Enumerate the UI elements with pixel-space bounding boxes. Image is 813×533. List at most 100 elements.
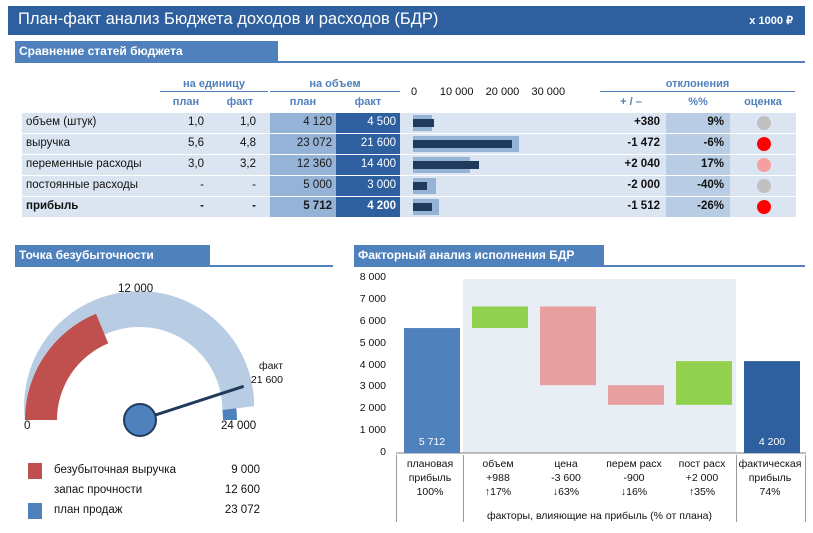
gauge-plan-arc xyxy=(222,408,237,420)
title-bar: План-факт анализ Бюджета доходов и расхо… xyxy=(8,6,805,35)
waterfall-bar xyxy=(744,361,800,453)
group-header-deviation: отклонения xyxy=(665,78,730,90)
waterfall-category-label: цена xyxy=(554,458,578,470)
score-indicator xyxy=(757,137,771,151)
score-indicator xyxy=(757,116,771,130)
waterfall-separator xyxy=(736,455,737,522)
breakeven-gauge xyxy=(24,291,255,437)
waterfall-separator xyxy=(463,455,464,522)
unit-label: х 1000 ₽ xyxy=(749,15,793,27)
group-underline xyxy=(600,91,795,92)
y-tick-label: 5 000 xyxy=(359,336,386,349)
col-header-unit-plan: план xyxy=(172,96,200,108)
cell-unit-fact: 3,2 xyxy=(240,158,256,170)
group-header-unit: на единицу xyxy=(183,78,245,90)
bar-axis-tick: 0 xyxy=(411,86,418,98)
waterfall-category-label: -3 600 xyxy=(551,472,581,484)
gauge-fact-value: 21 600 xyxy=(250,374,283,386)
cell-deviation: -1 472 xyxy=(627,137,660,149)
cell-volume-fact: 14 400 xyxy=(336,155,400,175)
y-tick-label: 2 000 xyxy=(359,402,386,415)
waterfall-bar xyxy=(472,306,528,329)
legend-label: запас прочности xyxy=(54,484,143,496)
cell-volume-plan: 5 712 xyxy=(270,197,336,217)
col-header-vol-plan: план xyxy=(289,96,317,108)
waterfall-category-label: 100% xyxy=(416,486,444,498)
waterfall-category-label: +988 xyxy=(486,472,510,484)
cell-unit-plan: - xyxy=(200,200,204,212)
table-row: переменные расходы 3,0 3,2 12 360 14 400 +2 0… xyxy=(22,155,796,175)
bar-axis-tick: 10 000 xyxy=(439,86,474,98)
waterfall-category-label: ↓16% xyxy=(620,486,648,498)
score-indicator xyxy=(757,179,771,193)
cell-volume-fact: 4 500 xyxy=(336,113,400,133)
bar-fact xyxy=(413,140,512,148)
waterfall-category-label: перем расх xyxy=(606,458,662,470)
cell-volume-plan: 23 072 xyxy=(270,134,336,154)
cell-deviation-pct: -40% xyxy=(666,176,730,196)
legend-label: план продаж xyxy=(54,504,123,516)
bar-fact xyxy=(413,161,479,169)
bar-fact xyxy=(413,182,427,190)
cell-volume-fact: 3 000 xyxy=(336,176,400,196)
cell-unit-plan: 5,6 xyxy=(188,137,204,149)
cell-volume-fact: 21 600 xyxy=(336,134,400,154)
score-indicator xyxy=(757,200,771,214)
page-title: План-факт анализ Бюджета доходов и расхо… xyxy=(18,10,439,28)
cell-volume-fact: 4 200 xyxy=(336,197,400,217)
factor-footer-caption: факторы, влияющие на прибыль (% от плана… xyxy=(487,510,712,522)
budget-section-header: Сравнение статей бюджета xyxy=(15,41,278,62)
cell-unit-fact: 1,0 xyxy=(240,116,256,128)
legend-label: безубыточная выручка xyxy=(54,464,176,476)
legend-swatch xyxy=(28,463,42,479)
breakeven-section-header: Точка безубыточности xyxy=(15,245,210,266)
score-indicator xyxy=(757,158,771,172)
legend-value: 12 600 xyxy=(224,484,260,496)
table-row: постоянные расходы - - 5 000 3 000 -2 000 -40% xyxy=(22,176,796,196)
gauge-needle xyxy=(139,384,245,422)
cell-unit-fact: - xyxy=(252,200,256,212)
y-tick-label: 7 000 xyxy=(359,292,386,305)
group-underline xyxy=(160,91,268,92)
table-row: объем (штук) 1,0 1,0 4 120 4 500 +380 9% xyxy=(22,113,796,133)
cell-unit-plan: 3,0 xyxy=(188,158,204,170)
waterfall-category-label: ↑35% xyxy=(688,486,716,498)
waterfall-bar xyxy=(608,385,664,405)
waterfall-category-label: фактическая xyxy=(738,458,802,470)
cell-deviation-pct: 17% xyxy=(666,155,730,175)
bar-axis-tick: 30 000 xyxy=(531,86,566,98)
cell-deviation-pct: 9% xyxy=(666,113,730,133)
col-header-unit-fact: факт xyxy=(226,96,254,108)
cell-volume-plan: 5 000 xyxy=(270,176,336,196)
legend-value: 23 072 xyxy=(224,504,260,516)
col-header-pct: %% xyxy=(688,96,708,108)
y-tick-label: 4 000 xyxy=(359,358,386,371)
y-tick-label: 1 000 xyxy=(359,424,386,437)
waterfall-bar xyxy=(404,328,460,453)
waterfall-category-label: 74% xyxy=(759,486,781,498)
y-tick-label: 8 000 xyxy=(359,271,386,283)
cell-deviation: +2 040 xyxy=(624,158,661,170)
table-row: прибыль - - 5 712 4 200 -1 512 -26% xyxy=(22,197,796,217)
waterfall-category-label: ↓63% xyxy=(552,486,580,498)
y-tick-label: 0 xyxy=(380,446,386,458)
cell-deviation: -2 000 xyxy=(627,179,660,191)
group-header-volume: на объем xyxy=(309,78,361,90)
bar-axis-tick: 20 000 xyxy=(485,86,520,98)
waterfall-bar xyxy=(676,361,732,405)
col-header-vol-fact: факт xyxy=(354,96,382,108)
row-name: выручка xyxy=(26,137,71,149)
gauge-breakeven-arc xyxy=(25,313,109,420)
legend-value: 9 000 xyxy=(231,464,260,476)
waterfall-category-label: объем xyxy=(482,458,514,470)
budget-section-line xyxy=(15,61,805,63)
waterfall-separator xyxy=(396,455,397,522)
row-name: переменные расходы xyxy=(26,158,142,170)
group-underline xyxy=(270,91,400,92)
gauge-hub xyxy=(123,403,157,437)
cell-unit-fact: - xyxy=(252,179,256,191)
y-tick-label: 3 000 xyxy=(359,380,386,393)
waterfall-category-label: +2 000 xyxy=(685,472,719,484)
gauge-min-label: 0 xyxy=(24,420,31,432)
factor-section-header: Факторный анализ исполнения БДР xyxy=(354,245,604,266)
